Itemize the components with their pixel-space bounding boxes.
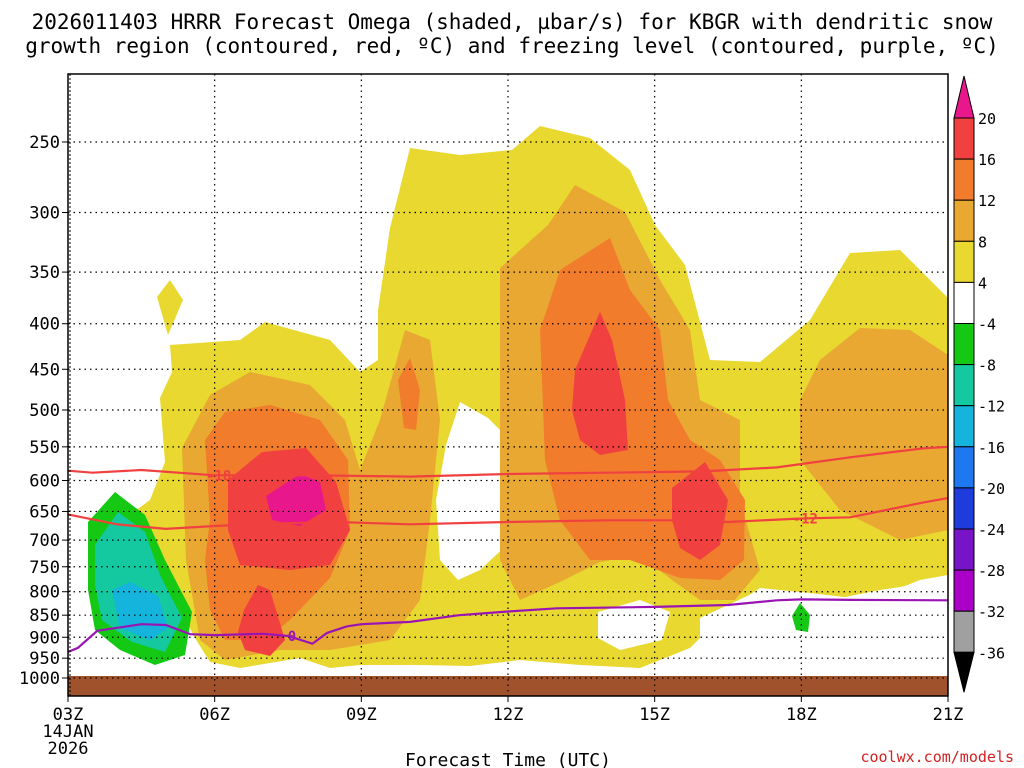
credit-link[interactable]: coolwx.com/models bbox=[860, 748, 1014, 766]
colorbar-label-4: 4 bbox=[978, 274, 987, 292]
x-tick-label-15Z: 15Z bbox=[639, 705, 670, 725]
colorbar-label--36: -36 bbox=[978, 644, 1005, 662]
colorbar-label-20: 20 bbox=[978, 110, 996, 128]
x-axis-label: Forecast Time (UTC) bbox=[405, 750, 611, 768]
colorbar-label--4: -4 bbox=[978, 316, 996, 334]
y-tick-label-450: 450 bbox=[29, 360, 60, 380]
x-sub-label-date: 14JAN bbox=[42, 722, 93, 742]
y-tick-label-600: 600 bbox=[29, 471, 60, 491]
omega-white-gap-3 bbox=[700, 580, 948, 696]
colorbar-label--32: -32 bbox=[978, 603, 1005, 621]
y-tick-label-350: 350 bbox=[29, 263, 60, 283]
y-tick-label-700: 700 bbox=[29, 531, 60, 551]
y-tick-label-550: 550 bbox=[29, 438, 60, 458]
x-tick-label-12Z: 12Z bbox=[493, 705, 524, 725]
colorbar-swatch-1 bbox=[953, 158, 975, 201]
x-tick-label-09Z: 09Z bbox=[346, 705, 377, 725]
y-tick-label-400: 400 bbox=[29, 315, 60, 335]
colorbar-swatch-12 bbox=[953, 610, 975, 653]
colorbar-swatch-10 bbox=[953, 528, 975, 571]
x-tick-label-03Z: 03Z bbox=[53, 705, 84, 725]
omega-magenta-region bbox=[266, 474, 326, 526]
x-sub-label-year: 2026 bbox=[48, 739, 89, 759]
y-tick-label-300: 300 bbox=[29, 203, 60, 223]
chart-title-line-2: growth region (contoured, red, ºC) and f… bbox=[25, 34, 999, 58]
y-tick-label-750: 750 bbox=[29, 558, 60, 578]
colorbar: 20 16 12 8 4 -4 -8 -12 -16 -20 -24 -28 -32 -36 bbox=[953, 75, 1005, 693]
contour-label-dendritic-upper: -18 bbox=[206, 468, 231, 484]
y-axis-ticks: 2503003504004505005506006507007508008509… bbox=[19, 133, 68, 689]
x-tick-label-18Z: 18Z bbox=[786, 705, 817, 725]
colorbar-label-12: 12 bbox=[978, 192, 996, 210]
colorbar-swatch-2 bbox=[953, 199, 975, 242]
y-tick-label-800: 800 bbox=[29, 583, 60, 603]
y-tick-label-950: 950 bbox=[29, 649, 60, 669]
colorbar-label--8: -8 bbox=[978, 357, 996, 375]
colorbar-swatch-6 bbox=[953, 364, 975, 407]
contour-label-freezing-level: 0 bbox=[288, 629, 296, 645]
y-tick-label-900: 900 bbox=[29, 628, 60, 648]
x-axis-ticks: 03Z 06Z 09Z 12Z 15Z 18Z 21Z bbox=[53, 696, 964, 725]
grid-lines bbox=[68, 74, 948, 696]
colorbar-label-8: 8 bbox=[978, 233, 987, 251]
y-tick-label-650: 650 bbox=[29, 502, 60, 522]
colorbar-label--20: -20 bbox=[978, 480, 1005, 498]
omega-red-region bbox=[228, 312, 728, 656]
colorbar-swatch-11 bbox=[953, 569, 975, 612]
chart-title-line-1: 2026011403 HRRR Forecast Omega (shaded, … bbox=[32, 10, 993, 34]
colorbar-swatch-3 bbox=[953, 240, 975, 283]
colorbar-top-arrow bbox=[953, 75, 975, 119]
omega-white-gap bbox=[436, 402, 520, 580]
colorbar-bottom-arrow bbox=[953, 651, 975, 693]
colorbar-label--24: -24 bbox=[978, 521, 1005, 539]
y-tick-label-500: 500 bbox=[29, 401, 60, 421]
contour-label-dendritic-lower: -12 bbox=[793, 512, 818, 528]
contour-dendritic-lower bbox=[67, 497, 949, 531]
colorbar-label--28: -28 bbox=[978, 562, 1005, 580]
colorbar-swatch-0 bbox=[953, 117, 975, 160]
y-tick-label-1000: 1000 bbox=[19, 669, 60, 689]
x-tick-label-06Z: 06Z bbox=[199, 705, 230, 725]
colorbar-swatch-9 bbox=[953, 487, 975, 530]
y-tick-label-850: 850 bbox=[29, 606, 60, 626]
colorbar-swatch-4 bbox=[953, 281, 975, 324]
x-tick-label-21Z: 21Z bbox=[933, 705, 964, 725]
colorbar-swatch-8 bbox=[953, 446, 975, 489]
contour-freezing-level bbox=[67, 598, 949, 654]
y-tick-label-250: 250 bbox=[29, 133, 60, 153]
colorbar-label-16: 16 bbox=[978, 151, 996, 169]
colorbar-swatch-5 bbox=[953, 323, 975, 366]
colorbar-label--16: -16 bbox=[978, 439, 1005, 457]
contour-dendritic-upper bbox=[67, 445, 949, 478]
colorbar-label--12: -12 bbox=[978, 398, 1005, 416]
colorbar-swatch-7 bbox=[953, 405, 975, 448]
contour-lines: -18 -12 0 bbox=[67, 445, 949, 654]
